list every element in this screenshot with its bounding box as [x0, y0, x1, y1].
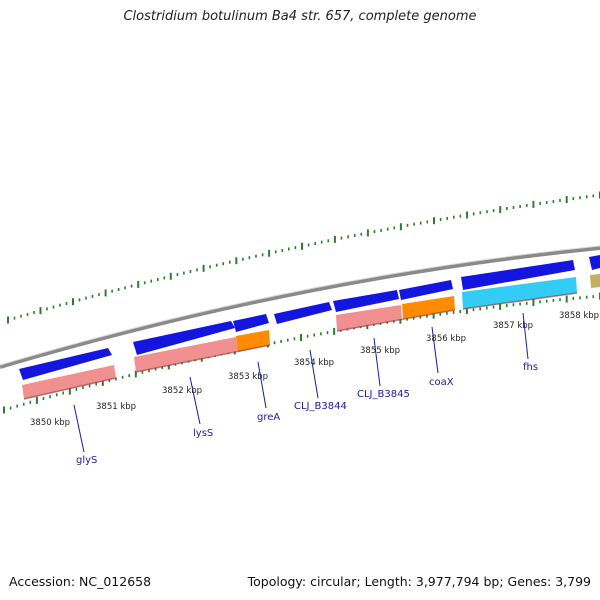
- gene-labels: glyS lysS greA CLJ_B3844 CLJ_B3845 coaX …: [76, 362, 538, 466]
- gene-label-glys[interactable]: glyS: [76, 455, 97, 466]
- topology-text: Topology: circular; Length: 3,977,794 bp…: [247, 574, 591, 589]
- ruler-label: 3852 kbp: [162, 386, 202, 396]
- cds-olive-edge: [590, 274, 600, 288]
- ruler-label: 3851 kbp: [96, 402, 136, 412]
- cds-glys[interactable]: [22, 365, 116, 399]
- gene-label-coax[interactable]: coaX: [429, 377, 454, 388]
- cds-arrow-clj-b3844: [274, 302, 332, 324]
- cds-lyss[interactable]: [134, 337, 238, 372]
- cds-arrow-fhs-upstream: [461, 260, 575, 290]
- cds-coax: [402, 296, 455, 319]
- ruler-label: 3850 kbp: [30, 418, 70, 428]
- cds-arrow-glys-upstream[interactable]: [19, 348, 112, 380]
- cds-arrow-coax-upstream: [399, 280, 453, 300]
- ruler-labels: 3850 kbp 3851 kbp 3852 kbp 3853 kbp 3854…: [30, 311, 599, 428]
- ruler-label: 3854 kbp: [294, 358, 334, 368]
- genome-backbone-highlight: [0, 245, 600, 366]
- ruler-label: 3858 kbp: [559, 311, 599, 321]
- gene-label-clj-b3845[interactable]: CLJ_B3845: [357, 389, 410, 400]
- gene-label-grea[interactable]: greA: [257, 412, 280, 423]
- gene-label-leaders: [73, 312, 529, 453]
- outer-tick-track: [7, 191, 600, 324]
- gene-track: [19, 255, 600, 400]
- cds-arrow-clj-b3845: [333, 290, 399, 312]
- gene-label-clj-b3844[interactable]: CLJ_B3844: [294, 401, 347, 412]
- cds-arrow-grea-upstream[interactable]: [233, 314, 269, 332]
- gene-label-lyss[interactable]: lysS: [193, 428, 213, 439]
- map-title: Clostridium botulinum Ba4 str. 657, comp…: [123, 9, 477, 24]
- ruler-label: 3853 kbp: [228, 372, 268, 382]
- cds-clj-b3845-pink: [336, 305, 402, 331]
- ruler-label: 3856 kbp: [426, 334, 466, 344]
- accession-text: Accession: NC_012658: [9, 574, 152, 589]
- cds-shadow-line: [23, 292, 578, 400]
- genome-backbone: [0, 246, 600, 369]
- cds-arrow-edge: [589, 255, 600, 270]
- cds-arrow-lyss-upstream[interactable]: [133, 321, 235, 355]
- cds-fhs: [462, 277, 577, 309]
- gene-label-fhs[interactable]: fhs: [523, 362, 538, 373]
- ruler-label: 3857 kbp: [493, 321, 533, 331]
- ruler-label: 3855 kbp: [360, 346, 400, 356]
